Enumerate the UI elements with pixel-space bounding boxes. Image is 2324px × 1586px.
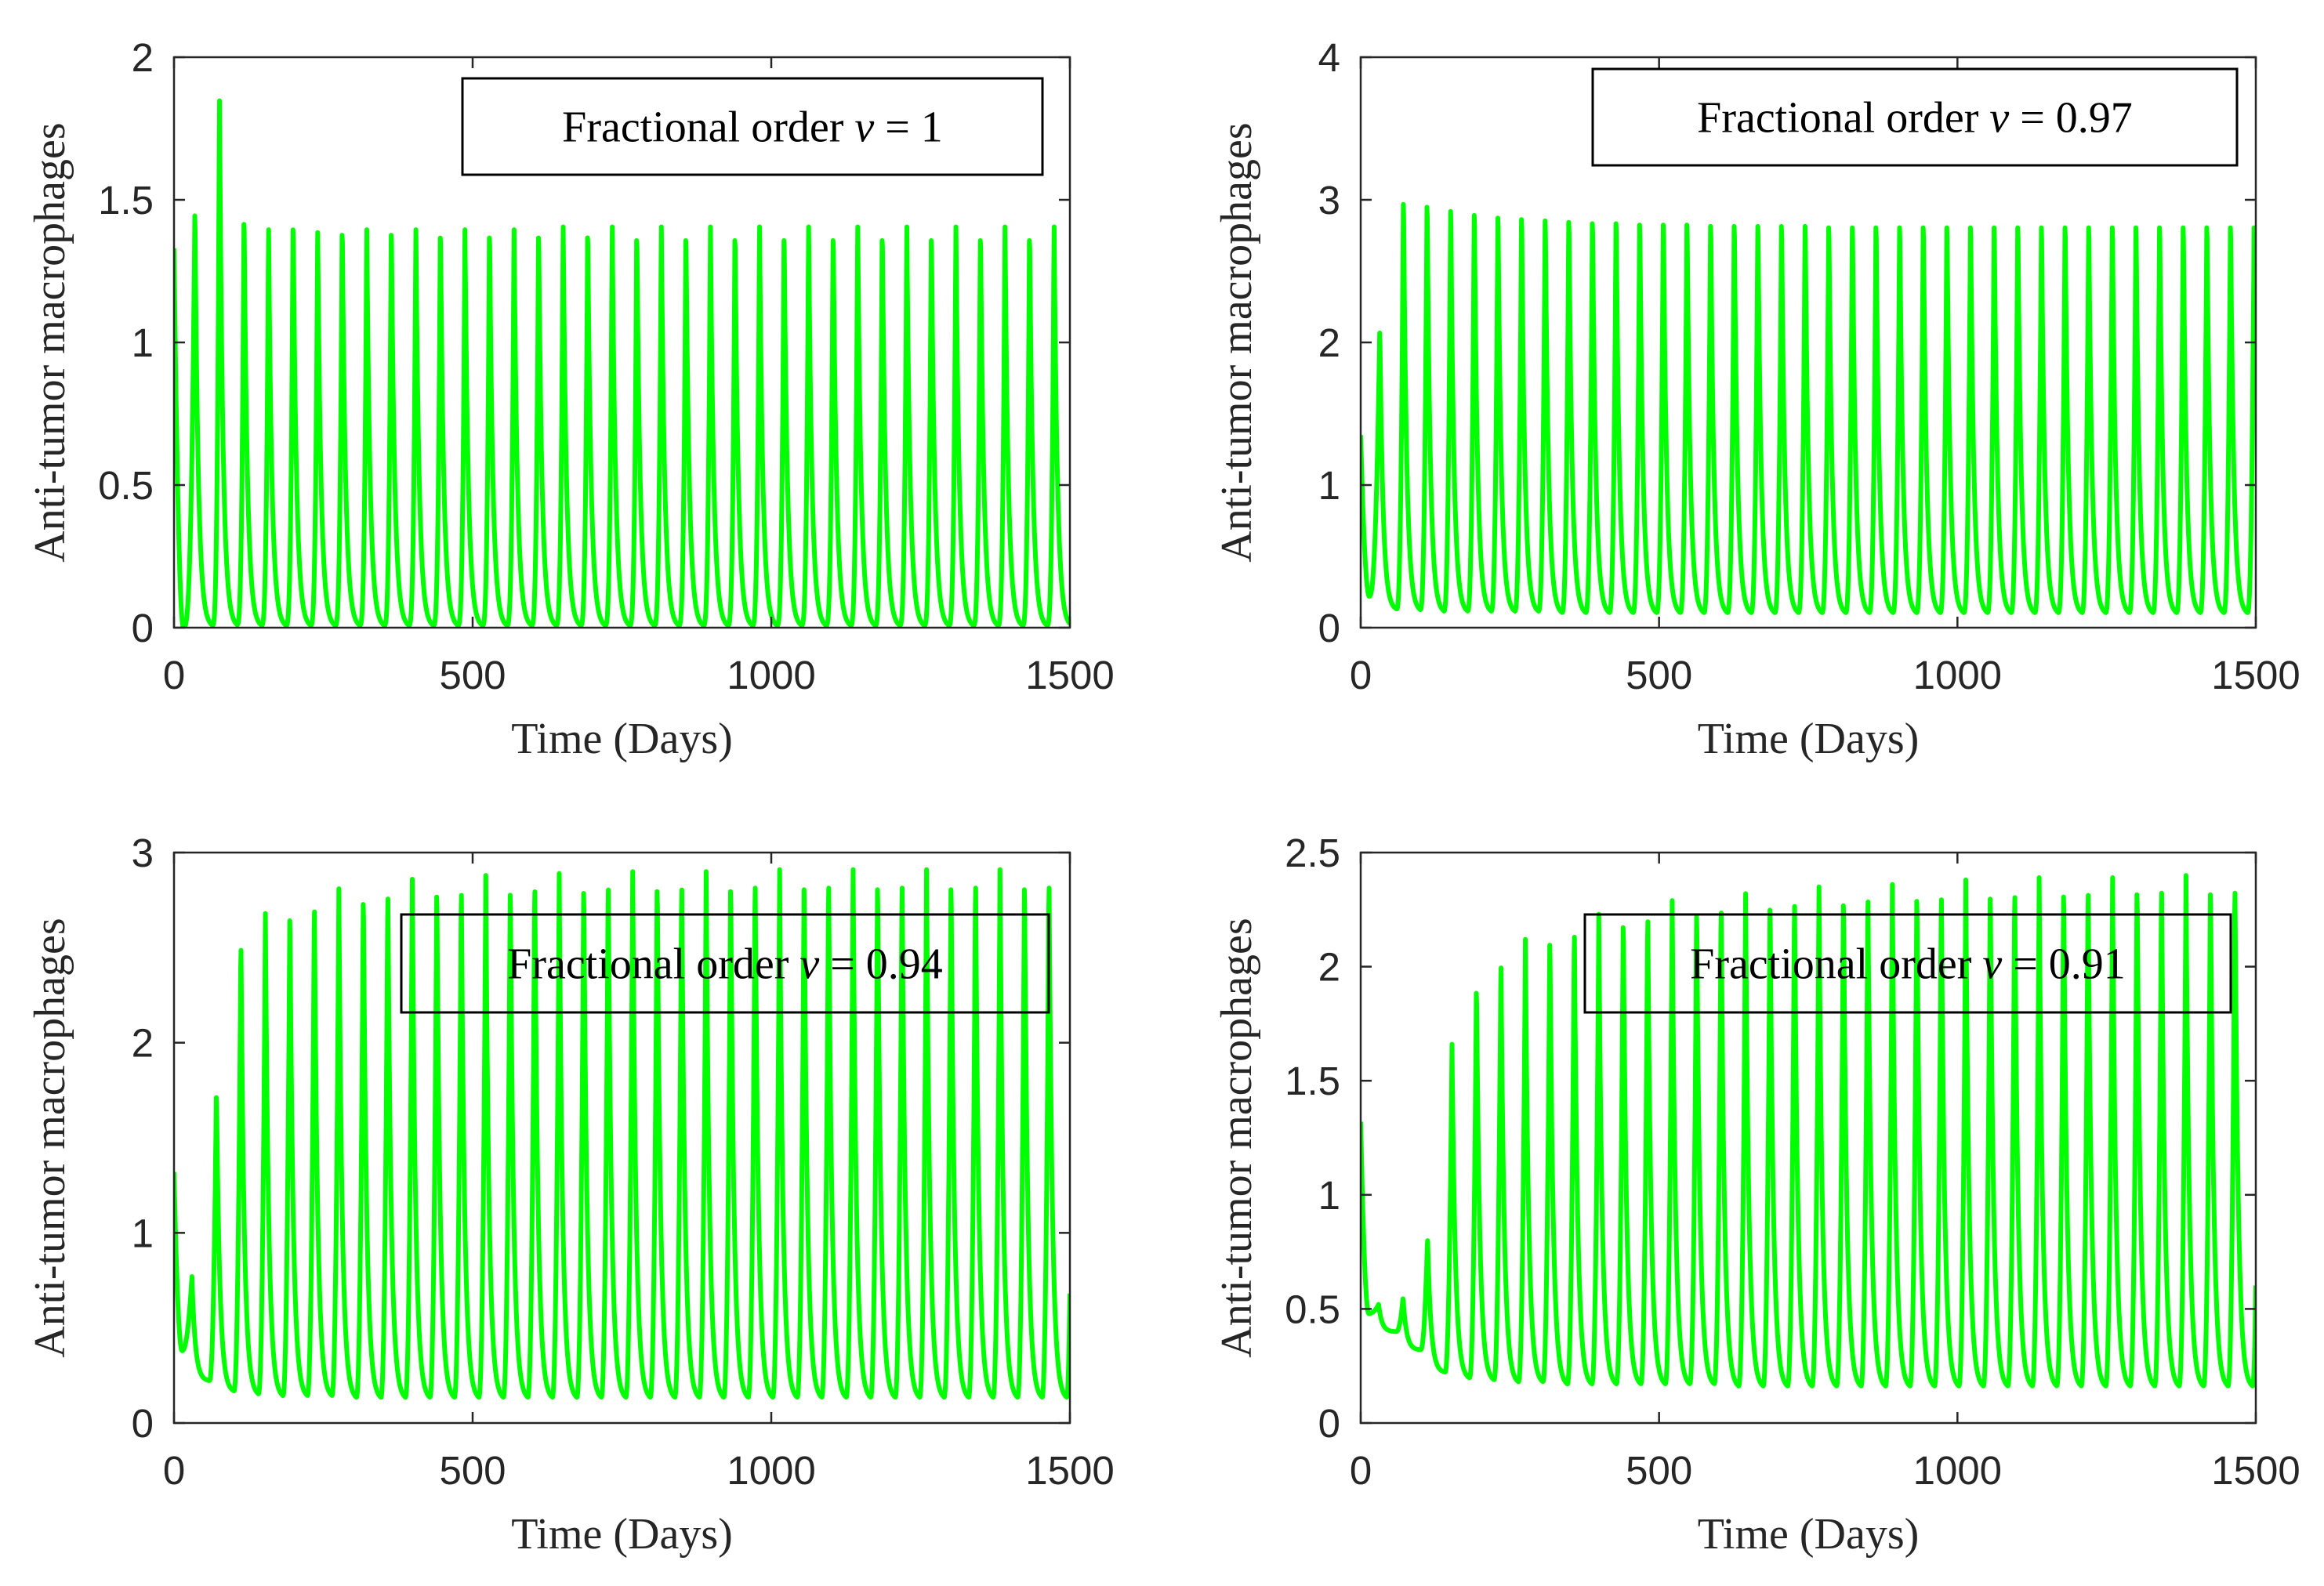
x-tick-label: 1000 (727, 1448, 815, 1493)
y-tick-label: 2 (132, 35, 154, 80)
axes-box (1359, 851, 2257, 1425)
legend-label: Fractional order v = 0.94 (507, 940, 943, 989)
y-tick-label: 4 (1318, 35, 1340, 80)
y-axis-label: Anti-tumor macrophages (26, 918, 74, 1357)
x-tick-label: 1500 (1025, 653, 1114, 697)
y-tick-label: 0.5 (1285, 1287, 1340, 1331)
legend-box (1583, 913, 2232, 1014)
x-tick-label: 1000 (1913, 1448, 2002, 1493)
x-tick-label: 500 (439, 653, 506, 697)
panel-top-right: 0 500 1000 1500 0 1 2 3 4 Time (Days) Anti-tumor m… (1213, 35, 2300, 763)
y-axis-label: Anti-tumor macrophages (1213, 918, 1261, 1357)
x-axis-label: Time (Days) (1698, 715, 1920, 763)
series-line-top-left (174, 98, 1070, 628)
y-tick-label: 0 (1318, 1401, 1340, 1446)
x-axis-label: Time (Days) (511, 715, 733, 763)
panel-bottom-right: 0 500 1000 1500 0 0.5 1 1.5 2 2.5 Time (Days) Anti-… (1213, 831, 2300, 1559)
y-tick-label: 0.5 (98, 463, 154, 508)
legend-box (1591, 67, 2239, 167)
y-tick-label: 0 (132, 606, 154, 650)
y-tick-label: 1.5 (1285, 1059, 1340, 1103)
y-tick-label: 0 (132, 1401, 154, 1446)
y-tick-label: 1 (132, 320, 154, 365)
x-tick-label: 0 (1350, 1448, 1372, 1493)
series-line-bottom-right (1361, 873, 2256, 1389)
y-tick-label: 2 (132, 1021, 154, 1066)
y-axis-label: Anti-tumor macrophages (1213, 122, 1261, 562)
legend-label: Fractional order v = 0.97 (1697, 94, 2133, 143)
legend-box (400, 913, 1050, 1014)
panel-bottom-left: 0 500 1000 1500 0 1 2 3 Time (Days) Anti-tumor ma… (26, 831, 1115, 1559)
x-tick-label: 1500 (2211, 1448, 2300, 1493)
y-tick-label: 3 (132, 831, 154, 875)
x-tick-label: 1000 (1913, 653, 2002, 697)
y-axis-label: Anti-tumor macrophages (26, 122, 74, 562)
x-tick-label: 500 (1626, 1448, 1692, 1493)
x-tick-label: 500 (439, 1448, 506, 1493)
y-tick-label: 2 (1318, 945, 1340, 990)
y-tick-label: 1.5 (98, 178, 154, 223)
x-axis-label: Time (Days) (511, 1510, 733, 1559)
x-tick-label: 0 (163, 1448, 185, 1493)
legend-box (461, 77, 1044, 176)
panel-top-left: 0 500 1000 1500 0 0.5 1 1.5 2 Time (Days) Anti-tum… (26, 35, 1115, 763)
x-tick-label: 500 (1626, 653, 1692, 697)
x-tick-label: 1500 (1025, 1448, 1114, 1493)
y-tick-label: 1 (132, 1211, 154, 1255)
series-line-top-right (1361, 201, 2256, 615)
legend-label: Fractional order v = 0.91 (1690, 940, 2126, 989)
x-tick-label: 1500 (2211, 653, 2300, 697)
y-tick-label: 3 (1318, 178, 1340, 223)
y-tick-label: 0 (1318, 606, 1340, 650)
x-axis-label: Time (Days) (1698, 1510, 1920, 1559)
y-tick-label: 1 (1318, 463, 1340, 508)
x-tick-label: 1000 (727, 653, 815, 697)
x-tick-label: 0 (163, 653, 185, 697)
x-tick-label: 0 (1350, 653, 1372, 697)
axes-box (172, 851, 1071, 1425)
y-tick-label: 2.5 (1285, 831, 1340, 875)
y-tick-label: 2 (1318, 320, 1340, 365)
series-line-bottom-left (174, 867, 1070, 1400)
legend-label: Fractional order v = 1 (562, 103, 943, 152)
y-tick-label: 1 (1318, 1173, 1340, 1218)
